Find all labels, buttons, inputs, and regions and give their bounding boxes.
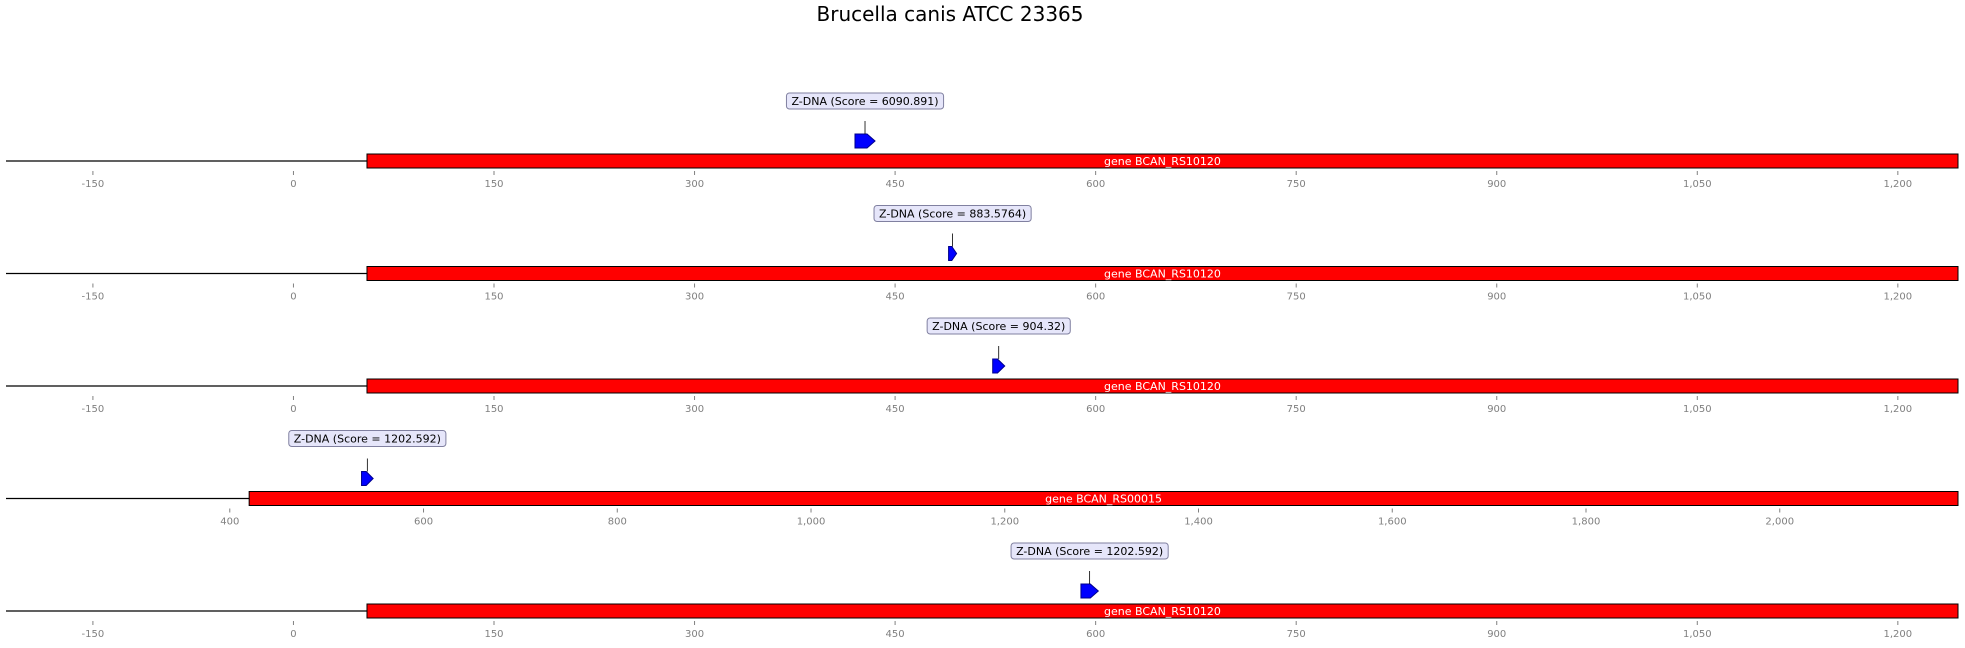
axis-tick-label: 600 bbox=[1086, 292, 1105, 303]
axis-tick-label: -150 bbox=[82, 629, 105, 640]
axis-tick-label: 300 bbox=[685, 292, 704, 303]
zdna-feature-arrow[interactable] bbox=[948, 246, 958, 261]
axis-tick-label: 1,050 bbox=[1683, 629, 1712, 640]
gene-bar[interactable] bbox=[366, 603, 1959, 619]
axis-tick-label: 600 bbox=[1086, 404, 1105, 415]
feature-label-box bbox=[785, 92, 945, 110]
feature-label: Z-DNA (Score = 904.32) bbox=[932, 320, 1065, 333]
axis-tick-label: 750 bbox=[1287, 629, 1306, 640]
axis-tick-label: 900 bbox=[1487, 629, 1506, 640]
zdna-feature-arrow[interactable] bbox=[992, 358, 1006, 374]
axis-tick-label: -150 bbox=[82, 404, 105, 415]
feature-label-box bbox=[873, 205, 1032, 222]
gene-bar[interactable] bbox=[366, 153, 1959, 169]
axis-tick-label: 450 bbox=[886, 179, 905, 190]
gene-bar[interactable] bbox=[366, 266, 1959, 281]
axis-tick-label: 0 bbox=[290, 292, 296, 303]
gene-label: gene BCAN_RS10120 bbox=[1104, 605, 1221, 618]
axis-tick-label: 1,800 bbox=[1572, 517, 1601, 528]
axis-tick-label: 1,050 bbox=[1683, 404, 1712, 415]
axis-tick-label: 300 bbox=[685, 629, 704, 640]
gene-label: gene BCAN_RS00015 bbox=[1045, 493, 1162, 506]
axis-tick-label: 400 bbox=[220, 517, 239, 528]
zdna-feature-arrow[interactable] bbox=[1080, 583, 1100, 599]
axis-tick-label: 1,050 bbox=[1683, 179, 1712, 190]
gene-label: gene BCAN_RS10120 bbox=[1104, 155, 1221, 168]
axis-tick-label: 600 bbox=[414, 517, 433, 528]
feature-label: Z-DNA (Score = 6090.891) bbox=[791, 95, 938, 108]
axis-tick-label: 750 bbox=[1287, 404, 1306, 415]
axis-tick-label: -150 bbox=[82, 179, 105, 190]
axis-tick-label: 300 bbox=[685, 404, 704, 415]
axis-tick-label: 150 bbox=[484, 404, 503, 415]
figure-title: Brucella canis ATCC 23365 bbox=[816, 2, 1084, 26]
axis-tick-label: 900 bbox=[1487, 179, 1506, 190]
gene-label: gene BCAN_RS10120 bbox=[1104, 380, 1221, 393]
axis-tick-label: 1,200 bbox=[1884, 404, 1913, 415]
axis-tick-label: -150 bbox=[82, 292, 105, 303]
axis-tick-label: 1,200 bbox=[1884, 292, 1913, 303]
gene-bar[interactable] bbox=[248, 491, 1959, 506]
axis-tick-label: 750 bbox=[1287, 179, 1306, 190]
axis-tick-label: 1,600 bbox=[1378, 517, 1407, 528]
zdna-feature-arrow[interactable] bbox=[854, 133, 876, 149]
axis-tick-label: 0 bbox=[290, 179, 296, 190]
axis-tick-label: 600 bbox=[1086, 629, 1105, 640]
axis-tick-label: 150 bbox=[484, 292, 503, 303]
zdna-feature-arrow[interactable] bbox=[361, 471, 374, 486]
axis-tick-label: 1,400 bbox=[1184, 517, 1213, 528]
feature-label: Z-DNA (Score = 1202.592) bbox=[1016, 545, 1163, 558]
axis-tick-label: 150 bbox=[484, 179, 503, 190]
feature-label: Z-DNA (Score = 883.5764) bbox=[879, 208, 1026, 221]
feature-label-box bbox=[288, 430, 447, 447]
axis-tick-label: 1,200 bbox=[1884, 629, 1913, 640]
axis-tick-label: 450 bbox=[886, 404, 905, 415]
axis-tick-label: 800 bbox=[608, 517, 627, 528]
axis-tick-label: 150 bbox=[484, 629, 503, 640]
axis-tick-label: 900 bbox=[1487, 292, 1506, 303]
feature-label-box bbox=[1010, 542, 1169, 560]
axis-tick-label: 0 bbox=[290, 404, 296, 415]
axis-tick-label: 450 bbox=[886, 292, 905, 303]
axis-tick-label: 2,000 bbox=[1765, 517, 1794, 528]
axis-tick-label: 1,000 bbox=[797, 517, 826, 528]
axis-tick-label: 450 bbox=[886, 629, 905, 640]
axis-tick-label: 1,200 bbox=[1884, 179, 1913, 190]
axis-tick-label: 300 bbox=[685, 179, 704, 190]
axis-tick-label: 1,200 bbox=[990, 517, 1019, 528]
gene-label: gene BCAN_RS10120 bbox=[1104, 268, 1221, 281]
axis-tick-label: 0 bbox=[290, 629, 296, 640]
gene-bar[interactable] bbox=[366, 378, 1959, 394]
axis-tick-label: 1,050 bbox=[1683, 292, 1712, 303]
axis-tick-label: 600 bbox=[1086, 179, 1105, 190]
feature-label-box bbox=[926, 317, 1071, 335]
axis-tick-label: 750 bbox=[1287, 292, 1306, 303]
axis-tick-label: 900 bbox=[1487, 404, 1506, 415]
feature-label: Z-DNA (Score = 1202.592) bbox=[294, 433, 441, 446]
